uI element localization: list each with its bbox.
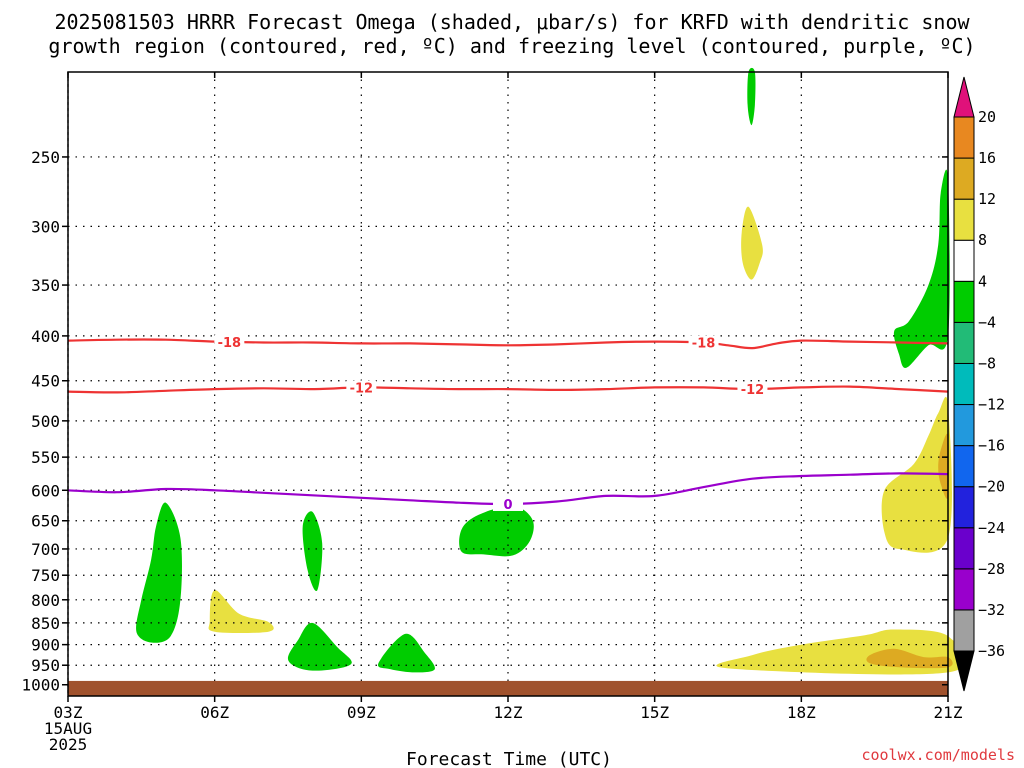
colorbar-label--8: −8 [978, 354, 996, 372]
y-tick-label-450: 450 [31, 372, 60, 391]
contour-line--12 [67, 385, 949, 394]
y-tick-label-800: 800 [31, 591, 60, 610]
colorbar-arrow-bottom [953, 650, 975, 692]
omega-region-1 [136, 502, 182, 643]
omega-region-3 [302, 511, 323, 592]
contour-label-0-1: 0 [503, 498, 512, 513]
y-tick-label-700: 700 [31, 540, 60, 559]
colorbar-label--28: −28 [978, 560, 1005, 578]
contour-label-bg-0-1 [493, 496, 523, 511]
omega-region-8 [741, 206, 763, 280]
colorbar-label-4: 4 [978, 272, 987, 290]
colorbar-segment--36-to--32 [953, 609, 975, 652]
colorbar-label-16: 16 [978, 149, 996, 167]
contour-label-bg--18-2 [688, 335, 719, 350]
colorbar-label--20: −20 [978, 478, 1005, 496]
colorbar-segment--8-to--4 [953, 321, 975, 364]
x-tick-label-15Z: 15Z [640, 703, 669, 722]
colorbar-segment--20-to--16 [953, 445, 975, 488]
y-tick-label-400: 400 [31, 327, 60, 346]
y-tick-label-550: 550 [31, 448, 60, 467]
y-axis-ticks: 250 300 350 400 450 500 550 600 650 700 750 800 850 9… [21, 148, 948, 695]
ground-fill [68, 680, 948, 696]
colorbar-label--12: −12 [978, 396, 1005, 414]
x-tick-label-06Z: 06Z [200, 703, 229, 722]
colorbar-segment--28-to--24 [953, 527, 975, 570]
contour-label--18-1: -18 [218, 336, 242, 351]
y-tick-label-900: 900 [31, 636, 60, 655]
omega-region-9 [893, 169, 950, 368]
omega-region-10 [881, 396, 952, 553]
contour-label--18-2: -18 [692, 337, 716, 352]
x-start-label-line-2: 15AUG [44, 719, 92, 738]
x-start-label-line-3: 2025 [49, 735, 88, 754]
colorbar-arrow-top [953, 76, 975, 118]
colorbar-label-12: 12 [978, 190, 996, 208]
x-tick-label-12Z: 12Z [494, 703, 523, 722]
y-tick-label-850: 850 [31, 614, 60, 633]
colorbar-segment-8-to-12 [953, 198, 975, 241]
contour-label--12-2: -12 [741, 383, 765, 398]
chart-title-line-1: 2025081503 HRRR Forecast Omega (shaded, … [54, 10, 970, 34]
colorbar-label--36: −36 [978, 642, 1005, 660]
x-tick-label-18Z: 18Z [787, 703, 816, 722]
y-tick-label-350: 350 [31, 276, 60, 295]
contour-label-bg--12-2 [737, 382, 768, 397]
y-tick-label-250: 250 [31, 148, 60, 167]
y-tick-label-500: 500 [31, 412, 60, 431]
y-tick-label-300: 300 [31, 217, 60, 236]
colorbar-label-20: 20 [978, 108, 996, 126]
omega-region-13 [866, 648, 953, 669]
omega-region-5 [377, 633, 435, 673]
credit-text: coolwx.com/models [861, 746, 1015, 764]
y-tick-label-950: 950 [31, 656, 60, 675]
ground-layer [68, 680, 948, 696]
y-tick-label-750: 750 [31, 566, 60, 585]
plot-area [68, 72, 948, 696]
x-start-label-line-1: 03Z [54, 703, 83, 722]
contour-label--12-1: -12 [350, 381, 374, 396]
colorbar-segment-16-to-20 [953, 116, 975, 159]
chart-title-line-2: growth region (contoured, red, ºC) and f… [48, 34, 975, 58]
colorbar-label--16: −16 [978, 437, 1005, 455]
colorbar-segment--12-to--8 [953, 362, 975, 406]
x-tick-label-09Z: 09Z [347, 703, 376, 722]
colorbar-segment--16-to--12 [953, 404, 975, 447]
y-tick-label-650: 650 [31, 512, 60, 531]
x-axis-label: Forecast Time (UTC) [406, 749, 612, 768]
omega-region-2 [208, 590, 274, 634]
colorbar-segment-12-to-16 [953, 157, 975, 200]
colorbar-label--24: −24 [978, 519, 1005, 537]
colorbar-label--4: −4 [978, 313, 996, 331]
colorbar-segment--32-to--28 [953, 568, 975, 611]
y-tick-label-1000: 1000 [21, 676, 60, 695]
colorbar-label-8: 8 [978, 231, 987, 249]
contour-label-bg--18-1 [214, 334, 245, 349]
omega-region-6 [459, 505, 534, 557]
omega-shading [136, 67, 967, 675]
plot-background [68, 72, 948, 696]
colorbar-label--32: −32 [978, 601, 1005, 619]
temperature-contours: -18 -18 -12 -12 0 [67, 334, 949, 513]
y-tick-label-600: 600 [31, 481, 60, 500]
colorbar-segment--4-to-4 [953, 280, 975, 323]
omega-region-7 [747, 67, 756, 126]
x-tick-label-21Z: 21Z [934, 703, 963, 722]
colorbar: −36 −32 −28 −24 −20 −16 −12 −8 −4 4 8 12 16 20 [953, 76, 1005, 692]
colorbar-segment-4-to-8 [953, 239, 975, 282]
omega-region-4 [287, 622, 352, 671]
contour-label-bg--12-1 [346, 380, 377, 395]
colorbar-segment--24-to--20 [953, 486, 975, 529]
omega-region-11 [938, 433, 949, 499]
